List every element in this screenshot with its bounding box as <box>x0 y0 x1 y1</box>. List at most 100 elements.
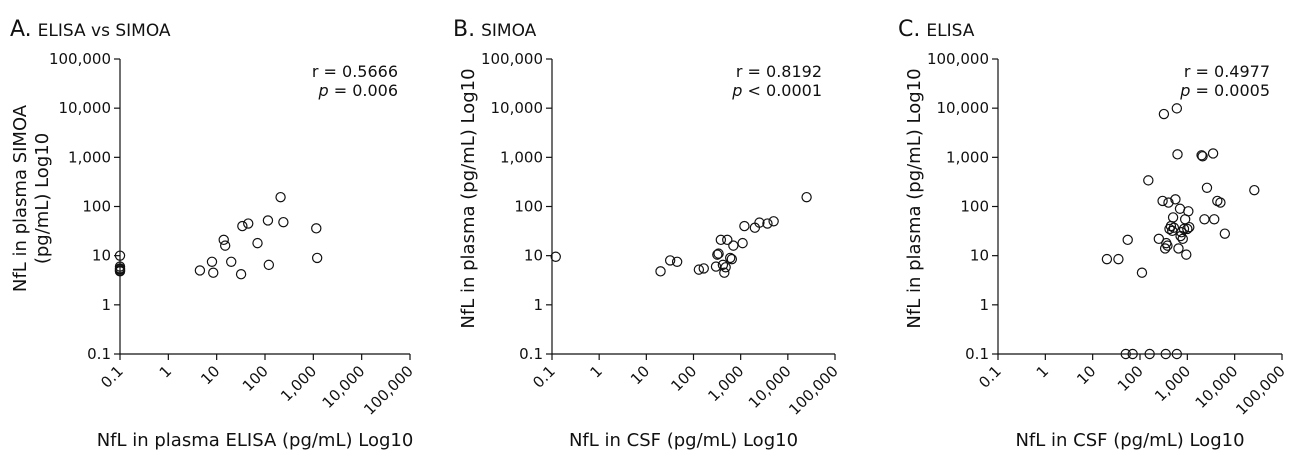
x-tick-label: 1,000 <box>1151 362 1194 405</box>
y-tick-label: 10 <box>92 247 111 265</box>
panel-title: A. ELISA vs SIMOA <box>10 17 171 42</box>
r-annotation: r = 0.8192 <box>736 62 822 81</box>
y-tick-label: 1 <box>101 296 111 314</box>
data-point <box>1170 194 1181 205</box>
y-tick-label: 100,000 <box>49 50 111 68</box>
x-tick-label: 1 <box>1033 362 1052 381</box>
x-tick-label: 1 <box>587 362 606 381</box>
panel-a: A. ELISA vs SIMOA0.11101001,00010,000100,… <box>10 17 417 451</box>
x-tick-label: 10 <box>197 362 223 388</box>
data-point <box>1158 108 1170 120</box>
data-point <box>671 256 683 268</box>
data-point <box>311 223 322 234</box>
x-axis-label: NfL in CSF (pg/mL) Log10 <box>569 430 798 451</box>
data-point <box>1212 195 1223 207</box>
data-point <box>1171 103 1183 114</box>
data-point <box>243 218 254 229</box>
data-point <box>1162 240 1173 251</box>
x-tick-label: 0.1 <box>975 362 1005 392</box>
data-point <box>739 220 750 232</box>
data-point <box>1127 348 1138 360</box>
data-point <box>1101 253 1113 265</box>
data-point <box>728 240 739 251</box>
data-point <box>1209 214 1220 225</box>
y-tick-label: 100,000 <box>927 50 989 68</box>
data-point <box>1163 197 1174 208</box>
r-annotation: r = 0.4977 <box>1184 62 1270 81</box>
y-tick-label: 0.1 <box>965 345 989 363</box>
y-tick-label: 100 <box>514 198 543 216</box>
data-point <box>720 262 731 273</box>
x-tick-label: 0.1 <box>529 362 559 392</box>
data-point <box>1177 233 1188 245</box>
data-point <box>698 263 709 274</box>
data-point <box>275 191 286 203</box>
x-axis-label: NfL in plasma ELISA (pg/mL) Log10 <box>97 430 414 451</box>
data-point <box>754 217 765 228</box>
data-point <box>1122 234 1133 246</box>
data-point <box>218 234 229 246</box>
data-point <box>664 255 676 266</box>
p-value: = 0.006 <box>329 81 398 100</box>
data-point <box>762 218 773 229</box>
data-point <box>1184 221 1195 233</box>
data-point <box>1196 150 1207 161</box>
y-axis-label: NfL in plasma (pg/mL) Log10 <box>458 68 479 328</box>
data-point <box>768 216 779 227</box>
data-point <box>1159 243 1171 254</box>
y-tick-label: 100,000 <box>481 50 543 68</box>
y-axis-label: NfL in plasma SIMOA <box>10 104 31 292</box>
data-point <box>726 253 738 265</box>
y-tick-label: 100 <box>960 198 989 216</box>
x-tick-label: 100 <box>1114 362 1147 395</box>
data-point <box>1144 348 1155 360</box>
x-tick-label: 10 <box>1073 362 1099 388</box>
p-annotation: p = 0.0005 <box>1179 81 1270 100</box>
x-tick-label: 1,000 <box>277 362 320 405</box>
data-point <box>1143 175 1154 186</box>
r-annotation: r = 0.5666 <box>312 62 398 81</box>
data-point <box>722 234 733 246</box>
data-point <box>550 251 561 262</box>
y-tick-label: 0.1 <box>519 345 543 363</box>
x-axis-label: NfL in CSF (pg/mL) Log10 <box>1015 430 1244 451</box>
panel-subtitle: ELISA vs SIMOA <box>38 21 171 41</box>
p-annotation: p < 0.0001 <box>731 81 822 100</box>
x-tick-label: 100,000 <box>360 362 417 419</box>
data-point <box>715 234 727 246</box>
y-tick-label: 10 <box>970 247 989 265</box>
p-value: < 0.0001 <box>742 81 822 100</box>
y-tick-label: 10,000 <box>59 99 112 117</box>
y-tick-label: 1,000 <box>68 148 111 166</box>
data-point <box>719 267 730 278</box>
p-value: = 0.0005 <box>1190 81 1270 100</box>
data-point <box>737 237 748 249</box>
data-point <box>194 265 206 276</box>
data-point <box>1199 214 1210 225</box>
y-tick-label: 1,000 <box>500 148 543 166</box>
data-point <box>1176 227 1187 238</box>
panel-letter: C. <box>898 17 920 42</box>
data-point <box>262 215 274 226</box>
data-point <box>311 252 323 264</box>
x-tick-label: 100,000 <box>785 362 842 419</box>
data-point <box>114 266 126 277</box>
data-point <box>655 266 666 277</box>
data-point <box>1197 151 1208 162</box>
x-tick-label: 1,000 <box>704 362 747 405</box>
y-tick-label: 10,000 <box>491 99 544 117</box>
data-point <box>114 250 126 261</box>
y-tick-label: 100 <box>82 198 111 216</box>
data-point <box>1168 222 1180 233</box>
data-point <box>1172 149 1183 160</box>
data-point <box>693 264 705 275</box>
x-tick-label: 100 <box>239 362 272 395</box>
panel-title: C. ELISA <box>898 17 975 42</box>
data-point <box>1136 267 1148 278</box>
data-point <box>1167 212 1179 223</box>
panel-title: B. SIMOA <box>453 17 537 42</box>
x-tick-label: 10 <box>627 362 653 388</box>
data-point <box>278 216 289 228</box>
data-point <box>1207 148 1219 159</box>
